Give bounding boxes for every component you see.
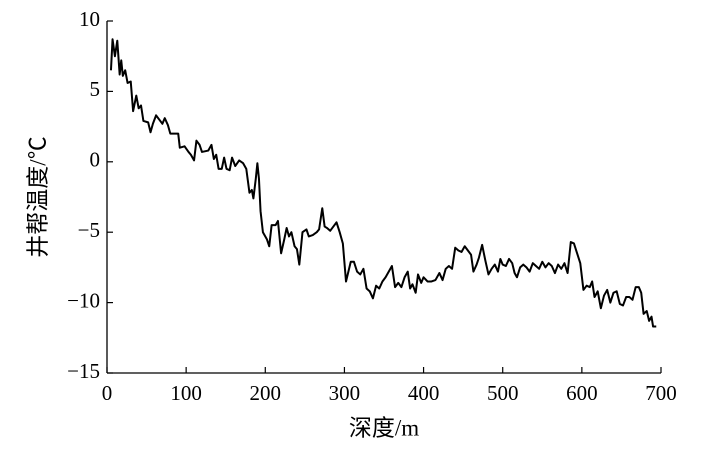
y-axis-label: 井帮温度/℃ [25,136,50,257]
y-tick-label: 10 [79,7,100,31]
y-tick-label: 0 [90,148,101,172]
x-tick-label: 400 [408,381,440,405]
y-tick-label: −10 [67,288,100,312]
x-axis-label: 深度/m [349,415,419,440]
data-line [109,38,657,328]
x-tick-label: 300 [329,381,361,405]
y-tick-label: −15 [67,359,100,383]
x-tick-label: 100 [170,381,202,405]
y-tick-label: −5 [78,218,100,242]
y-tick-label: 5 [90,77,101,101]
x-tick-label: 200 [250,381,282,405]
x-tick-label: 500 [487,381,519,405]
x-tick-label: 600 [566,381,598,405]
x-tick-label: 700 [645,381,677,405]
x-tick-label: 0 [102,381,113,405]
